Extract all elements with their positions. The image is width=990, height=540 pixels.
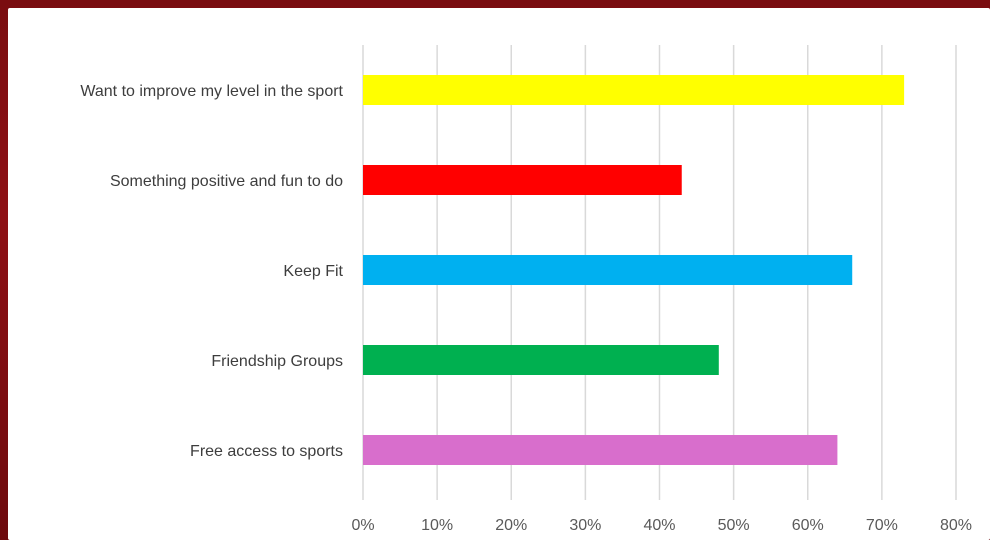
bar: [363, 345, 719, 375]
category-labels: Want to improve my level in the sport Som…: [80, 83, 343, 460]
bar: [363, 255, 853, 285]
category-label: Something positive and fun to do: [110, 173, 343, 190]
x-tick-label: 30%: [569, 517, 601, 534]
category-label: Want to improve my level in the sport: [80, 83, 343, 100]
bar: [363, 435, 838, 465]
x-axis-tick-labels: 0% 10% 20% 30% 40% 50% 60% 70% 80%: [351, 517, 972, 534]
bar: [363, 165, 682, 195]
category-label: Friendship Groups: [211, 353, 343, 370]
x-tick-label: 40%: [643, 517, 675, 534]
x-tick-label: 50%: [718, 517, 750, 534]
x-tick-label: 60%: [792, 517, 824, 534]
x-tick-label: 70%: [866, 517, 898, 534]
category-label: Free access to sports: [190, 443, 343, 460]
x-tick-label: 80%: [940, 517, 972, 534]
x-tick-label: 10%: [421, 517, 453, 534]
x-tick-label: 20%: [495, 517, 527, 534]
category-label: Keep Fit: [283, 263, 343, 280]
bar: [363, 75, 905, 105]
bars: [363, 75, 905, 465]
x-tick-label: 0%: [351, 517, 374, 534]
